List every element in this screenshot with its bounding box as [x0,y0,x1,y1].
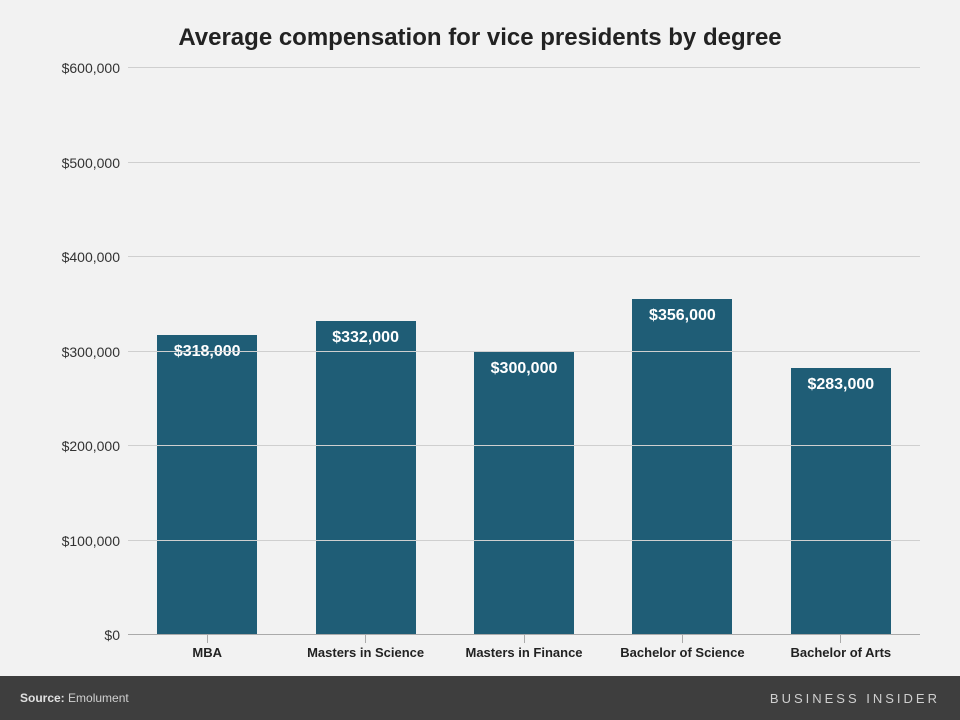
bar-slot: $318,000 [128,68,286,635]
bars-container: $318,000 $332,000 $300,000 $356,000 $283,000 [128,68,920,635]
x-tick-mark [840,635,841,643]
x-tick-label: Bachelor of Arts [762,645,920,660]
bar: $300,000 [474,352,574,636]
axis-baseline [128,634,920,635]
bar: $318,000 [157,335,257,636]
x-tick-mark [365,635,366,643]
brand-logo: BUSINESS INSIDER [770,691,940,706]
gridline [128,256,920,257]
x-tick-label: Masters in Science [286,645,444,660]
gridline [128,162,920,163]
bar-value-label: $356,000 [649,307,716,325]
x-tick-label: Masters in Finance [445,645,603,660]
bar: $356,000 [632,299,732,635]
y-tick-label: $200,000 [62,438,120,454]
gridline [128,540,920,541]
bar-value-label: $332,000 [332,329,399,347]
plot-area: $318,000 $332,000 $300,000 $356,000 $283,000 [128,68,920,635]
y-tick-label: $500,000 [62,155,120,171]
gridline [128,67,920,68]
bar: $283,000 [791,368,891,635]
x-tick-mark [207,635,208,643]
x-tick-label: Bachelor of Science [603,645,761,660]
bar-slot: $356,000 [603,68,761,635]
bar: $332,000 [316,321,416,635]
plot-wrapper: $0$100,000$200,000$300,000$400,000$500,0… [40,68,920,635]
y-axis: $0$100,000$200,000$300,000$400,000$500,0… [40,68,128,635]
chart-title: Average compensation for vice presidents… [40,24,920,52]
x-tick-label: MBA [128,645,286,660]
y-tick-label: $100,000 [62,533,120,549]
y-tick-label: $600,000 [62,60,120,76]
bar-value-label: $300,000 [491,360,558,378]
gridline [128,445,920,446]
bar-slot: $300,000 [445,68,603,635]
bar-value-label: $283,000 [807,376,874,394]
source-prefix: Source: [20,691,65,705]
footer: Source: Emolument BUSINESS INSIDER [0,676,960,720]
y-tick-label: $0 [104,627,120,643]
x-tick-mark [682,635,683,643]
y-tick-label: $400,000 [62,249,120,265]
bar-slot: $283,000 [762,68,920,635]
source-name: Emolument [68,691,129,705]
bar-value-label: $318,000 [174,343,241,361]
chart-container: Average compensation for vice presidents… [0,0,960,720]
x-tick-mark [524,635,525,643]
bar-slot: $332,000 [286,68,444,635]
y-tick-label: $300,000 [62,344,120,360]
chart-area: Average compensation for vice presidents… [0,0,960,676]
source-text: Source: Emolument [20,691,129,705]
gridline [128,351,920,352]
